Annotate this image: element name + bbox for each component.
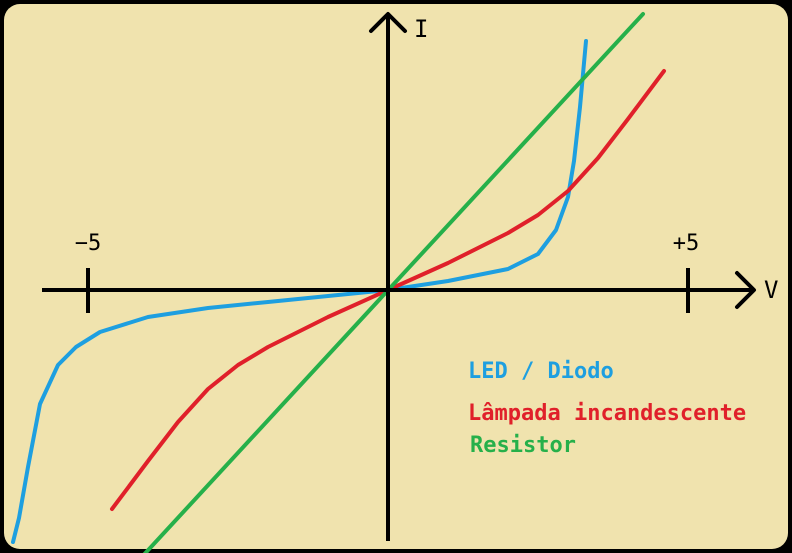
legend-item-lamp: Lâmpada incandescente	[468, 401, 746, 426]
y-axis-label: I	[414, 15, 428, 43]
legend-item-led: LED / Diodo	[468, 359, 614, 384]
x-tick-label-neg5: −5	[75, 231, 102, 256]
x-axis-label: V	[764, 276, 778, 304]
legend: LED / Diodo Lâmpada incandescente Resist…	[468, 359, 746, 458]
series-line-resistor	[142, 12, 645, 553]
y-axis-arrowhead	[369, 12, 407, 33]
x-tick-label-pos5: +5	[673, 231, 700, 256]
legend-item-resistor: Resistor	[470, 433, 576, 458]
plot-background	[4, 4, 788, 549]
x-axis-arrowhead	[735, 271, 756, 309]
series-line-led	[11, 39, 588, 544]
